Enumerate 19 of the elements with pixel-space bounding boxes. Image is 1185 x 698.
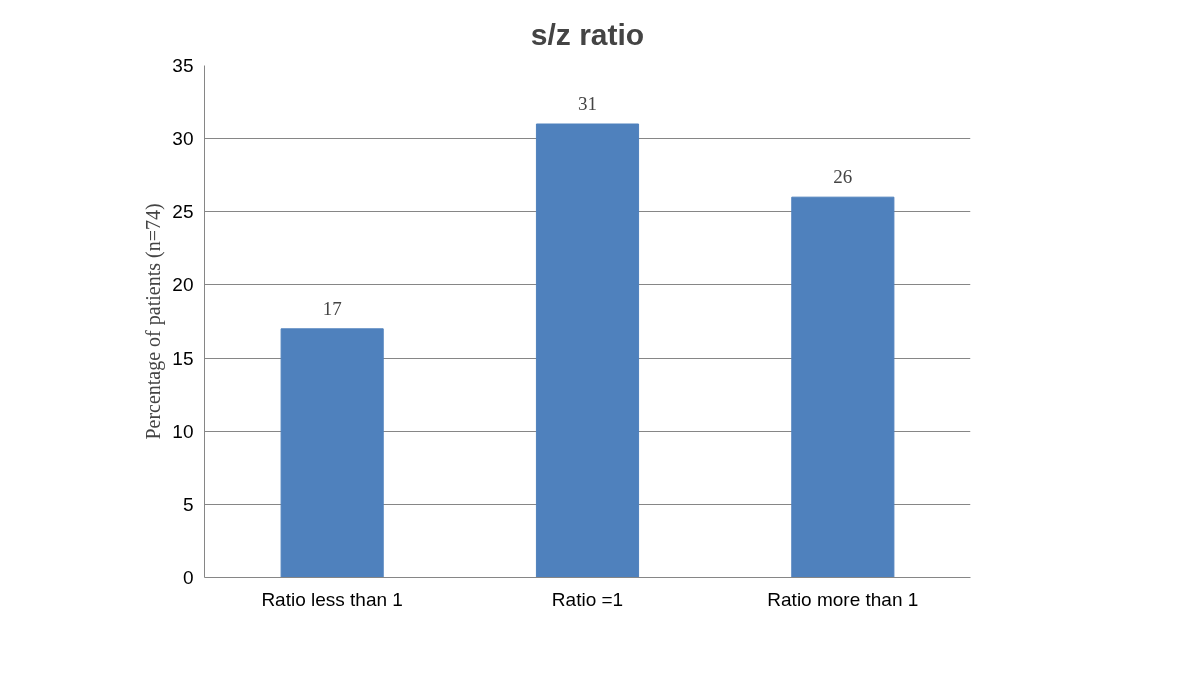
y-tick-label: 10 xyxy=(172,420,194,442)
data-label: 17 xyxy=(322,297,342,319)
bar xyxy=(535,123,640,578)
x-tick-label: Ratio more than 1 xyxy=(767,588,919,610)
chart-title: s/z ratio xyxy=(530,17,645,51)
y-tick-label: 5 xyxy=(182,493,194,515)
y-tick-label: 25 xyxy=(172,201,194,223)
data-label: 31 xyxy=(578,93,597,115)
y-axis-title: Percentage of patients (n=74) xyxy=(142,203,166,440)
bar xyxy=(280,328,384,578)
y-tick-label: 15 xyxy=(172,347,194,369)
y-tick-label: 30 xyxy=(172,128,194,150)
x-tick-label: Ratio =1 xyxy=(551,588,624,610)
x-tick-label: Ratio less than 1 xyxy=(261,588,403,610)
y-tick-label: 20 xyxy=(172,274,194,296)
data-label: 26 xyxy=(833,166,853,188)
y-tick-label: 0 xyxy=(182,567,194,588)
bar xyxy=(791,196,895,578)
y-tick-label: 35 xyxy=(172,55,194,76)
